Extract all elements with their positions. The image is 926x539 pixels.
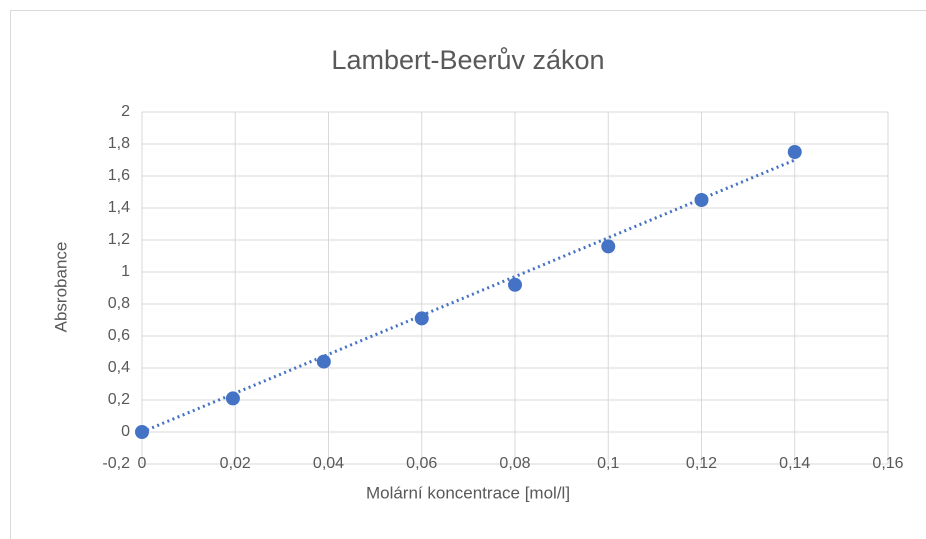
x-tick-label: 0,08 [499,455,530,472]
trendline [141,158,796,434]
y-tick-label: 0,6 [108,327,130,344]
y-tick-label: 1 [121,263,130,280]
y-tick-label: 1,6 [108,167,130,184]
y-tick-label: 1,2 [108,231,130,248]
data-point [508,277,522,292]
y-tick-label: 0,4 [108,359,130,376]
x-tick-label: 0,16 [872,455,903,472]
chart-title: Lambert-Beerův zákon [331,45,604,75]
x-axis-label: Molární koncentrace [mol/l] [366,483,570,502]
data-point [601,239,616,254]
chart-border [10,10,926,539]
data-point [135,425,149,439]
y-axis-label: Absrobance [51,242,70,333]
y-tick-label: 0,8 [108,295,130,312]
data-point [787,145,802,159]
x-tick-label: 0,06 [406,455,437,472]
data-point [316,354,331,369]
y-tick-label: 2 [121,103,130,120]
data-point [225,391,240,406]
data-point [694,193,709,207]
y-tick-label: 1,8 [108,135,130,152]
y-tick-label: 1,4 [108,199,130,216]
y-tick-label: -0,2 [102,455,130,472]
y-tick-label: 0 [121,423,130,440]
y-tick-label: 0,2 [108,391,130,408]
data-point [414,311,429,326]
x-tick-label: 0,1 [597,455,619,472]
x-tick-label: 0 [138,455,147,472]
x-tick-label: 0,04 [313,455,344,472]
x-tick-label: 0,14 [779,455,810,472]
x-tick-label: 0,02 [220,455,251,472]
x-tick-label: 0,12 [686,455,717,472]
